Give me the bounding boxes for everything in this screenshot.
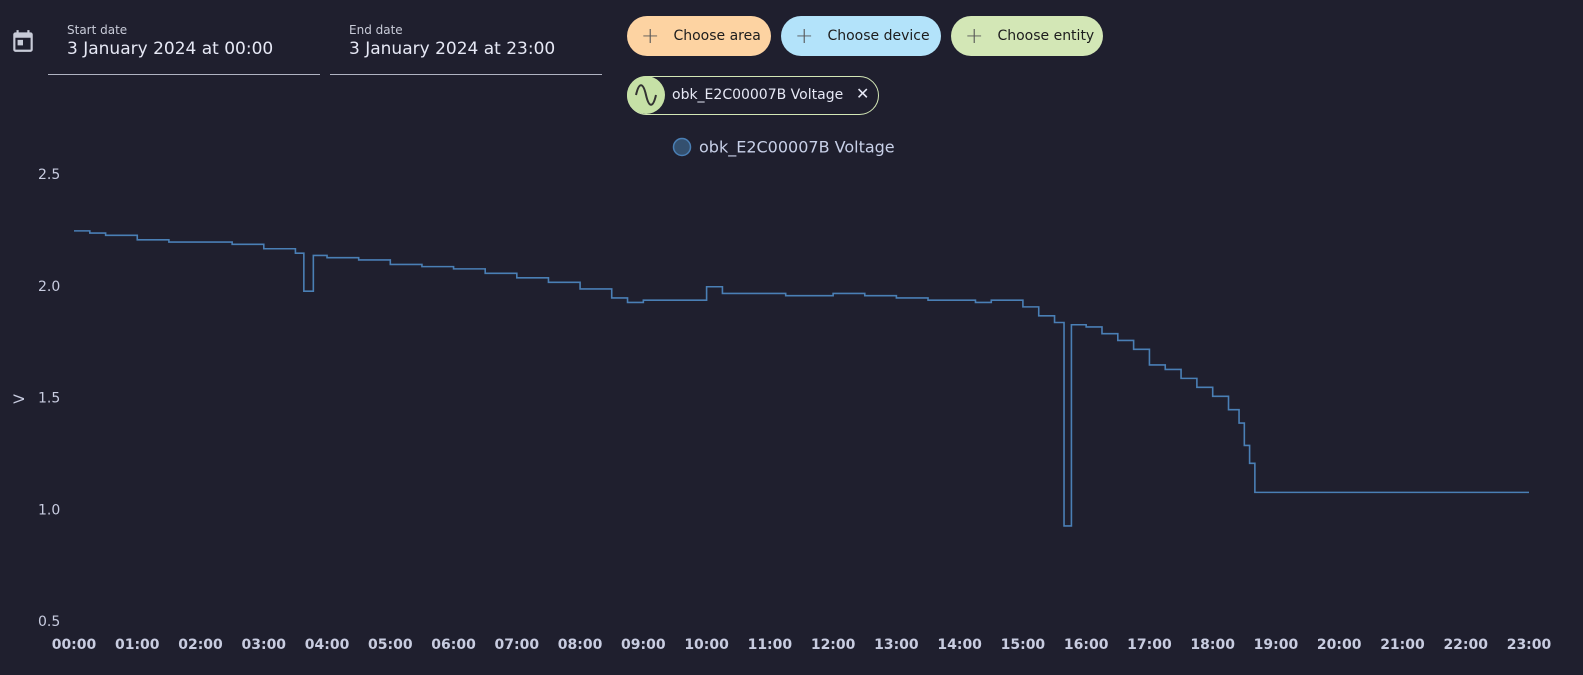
calendar-icon[interactable] (10, 28, 36, 54)
x-tick-label: 23:00 (1507, 637, 1552, 653)
x-tick-label: 04:00 (305, 637, 350, 653)
y-axis-label: V (12, 394, 28, 404)
choose-area-button[interactable]: + Choose area (627, 16, 771, 56)
x-tick-label: 00:00 (52, 637, 97, 653)
button-label: Choose area (673, 28, 761, 44)
x-tick-label: 22:00 (1443, 637, 1488, 653)
x-tick-label: 13:00 (874, 637, 919, 653)
field-value: 3 January 2024 at 00:00 (67, 39, 274, 59)
end-date-field[interactable]: End date 3 January 2024 at 23:00 (330, 16, 602, 75)
entity-icon (627, 76, 665, 114)
x-tick-label: 12:00 (811, 637, 856, 653)
x-tick-label: 15:00 (1001, 637, 1046, 653)
legend-label: obk_E2C00007B Voltage (699, 138, 895, 158)
x-tick-label: 06:00 (431, 637, 476, 653)
x-tick-label: 18:00 (1190, 637, 1235, 653)
button-label: Choose entity (997, 28, 1095, 44)
x-tick-label: 03:00 (241, 637, 286, 653)
x-tick-label: 21:00 (1380, 637, 1425, 653)
field-value: 3 January 2024 at 23:00 (349, 39, 556, 59)
x-tick-label: 11:00 (748, 637, 793, 653)
x-tick-label: 08:00 (558, 637, 603, 653)
x-tick-label: 14:00 (937, 637, 982, 653)
choose-device-button[interactable]: + Choose device (781, 16, 941, 56)
x-tick-label: 05:00 (368, 637, 413, 653)
field-label: End date (349, 23, 403, 37)
button-label: Choose device (827, 28, 930, 44)
legend-swatch (672, 137, 692, 157)
entity-name: obk_E2C00007B Voltage (672, 87, 844, 103)
x-tick-label: 09:00 (621, 637, 666, 653)
x-tick-label: 02:00 (178, 637, 223, 653)
y-tick-label: 0.5 (38, 614, 60, 630)
field-label: Start date (67, 23, 128, 37)
x-tick-label: 10:00 (684, 637, 729, 653)
y-tick-label: 2.0 (38, 279, 60, 295)
x-tick-label: 01:00 (115, 637, 160, 653)
y-tick-label: 1.0 (38, 502, 60, 518)
x-tick-label: 17:00 (1127, 637, 1172, 653)
remove-icon[interactable]: ✕ (856, 84, 870, 103)
x-tick-label: 20:00 (1317, 637, 1362, 653)
x-tick-label: 07:00 (495, 637, 540, 653)
x-tick-label: 16:00 (1064, 637, 1109, 653)
selected-entity-chip[interactable]: obk_E2C00007B Voltage ✕ (627, 76, 879, 115)
x-tick-label: 19:00 (1254, 637, 1299, 653)
start-date-field[interactable]: Start date 3 January 2024 at 00:00 (48, 16, 320, 75)
voltage-line (74, 230, 1529, 527)
y-tick-label: 2.5 (38, 167, 60, 183)
choose-entity-button[interactable]: + Choose entity (951, 16, 1103, 56)
y-tick-label: 1.5 (38, 391, 60, 407)
